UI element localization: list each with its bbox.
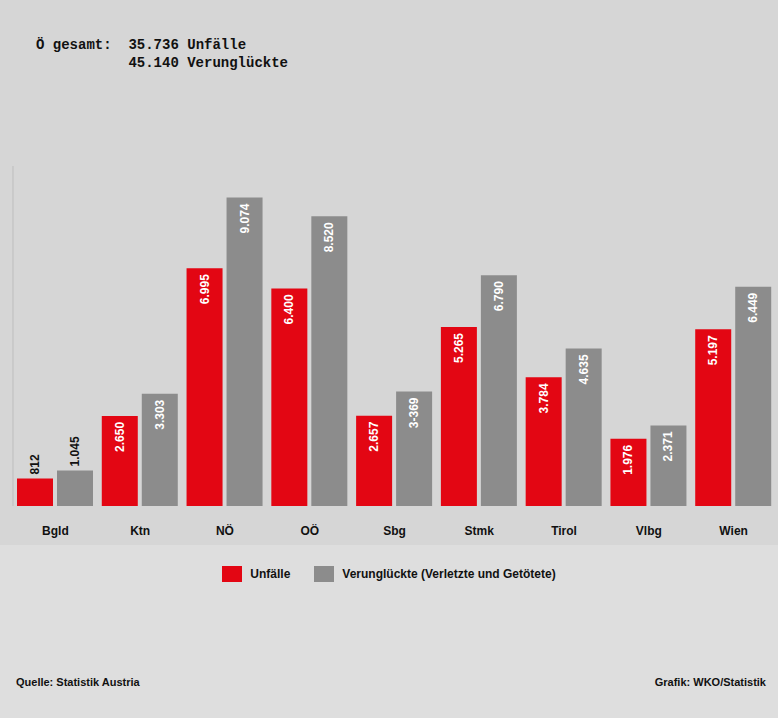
svg-text:9.074: 9.074 bbox=[238, 203, 252, 233]
html-text:Grafik: WKO/Statistik: Grafik: WKO/Statistik bbox=[654, 676, 766, 688]
svg-text:Vlbg: Vlbg bbox=[636, 524, 662, 538]
svg-text:4.635: 4.635 bbox=[577, 354, 591, 384]
svg-text:5.265: 5.265 bbox=[452, 333, 466, 363]
svg-text:812: 812 bbox=[28, 454, 42, 474]
svg-text:3.784: 3.784 bbox=[537, 383, 551, 413]
svg-text:3-369: 3-369 bbox=[407, 397, 421, 428]
svg-text:6.400: 6.400 bbox=[282, 294, 296, 324]
svg-text:6.790: 6.790 bbox=[492, 281, 506, 311]
svg-text:Stmk: Stmk bbox=[465, 524, 495, 538]
html-text:Verunglückte (Verletzte und Ge: Verunglückte (Verletzte und Getötete) bbox=[342, 567, 556, 581]
html-text:Ö gesamt: 35.736 Unfälle: Ö gesamt: 35.736 Unfälle bbox=[36, 37, 246, 53]
svg-text:6.449: 6.449 bbox=[746, 292, 760, 322]
svg-text:1.045: 1.045 bbox=[68, 436, 82, 466]
svg-text:Wien: Wien bbox=[719, 524, 748, 538]
svg-text:2.371: 2.371 bbox=[661, 431, 675, 461]
svg-text:2.650: 2.650 bbox=[113, 422, 127, 452]
svg-text:6.995: 6.995 bbox=[198, 274, 212, 304]
svg-text:OÖ: OÖ bbox=[300, 523, 319, 538]
svg-text:1.976: 1.976 bbox=[621, 444, 635, 474]
svg-text:2.657: 2.657 bbox=[367, 421, 381, 451]
html-text:Quelle: Statistik Austria: Quelle: Statistik Austria bbox=[16, 676, 140, 688]
svg-text:Sbg: Sbg bbox=[383, 524, 406, 538]
html-text:45.140 Verunglückte: 45.140 Verunglückte bbox=[128, 55, 288, 71]
svg-text:3.303: 3.303 bbox=[153, 399, 167, 429]
svg-text:Bgld: Bgld bbox=[42, 524, 69, 538]
svg-text:8.520: 8.520 bbox=[322, 222, 336, 252]
html-text:Unfälle: Unfälle bbox=[250, 567, 291, 581]
svg-text:Ktn: Ktn bbox=[130, 524, 150, 538]
svg-text:Tirol: Tirol bbox=[551, 524, 577, 538]
svg-text:5.197: 5.197 bbox=[706, 335, 720, 365]
svg-text:NÖ: NÖ bbox=[216, 523, 234, 538]
